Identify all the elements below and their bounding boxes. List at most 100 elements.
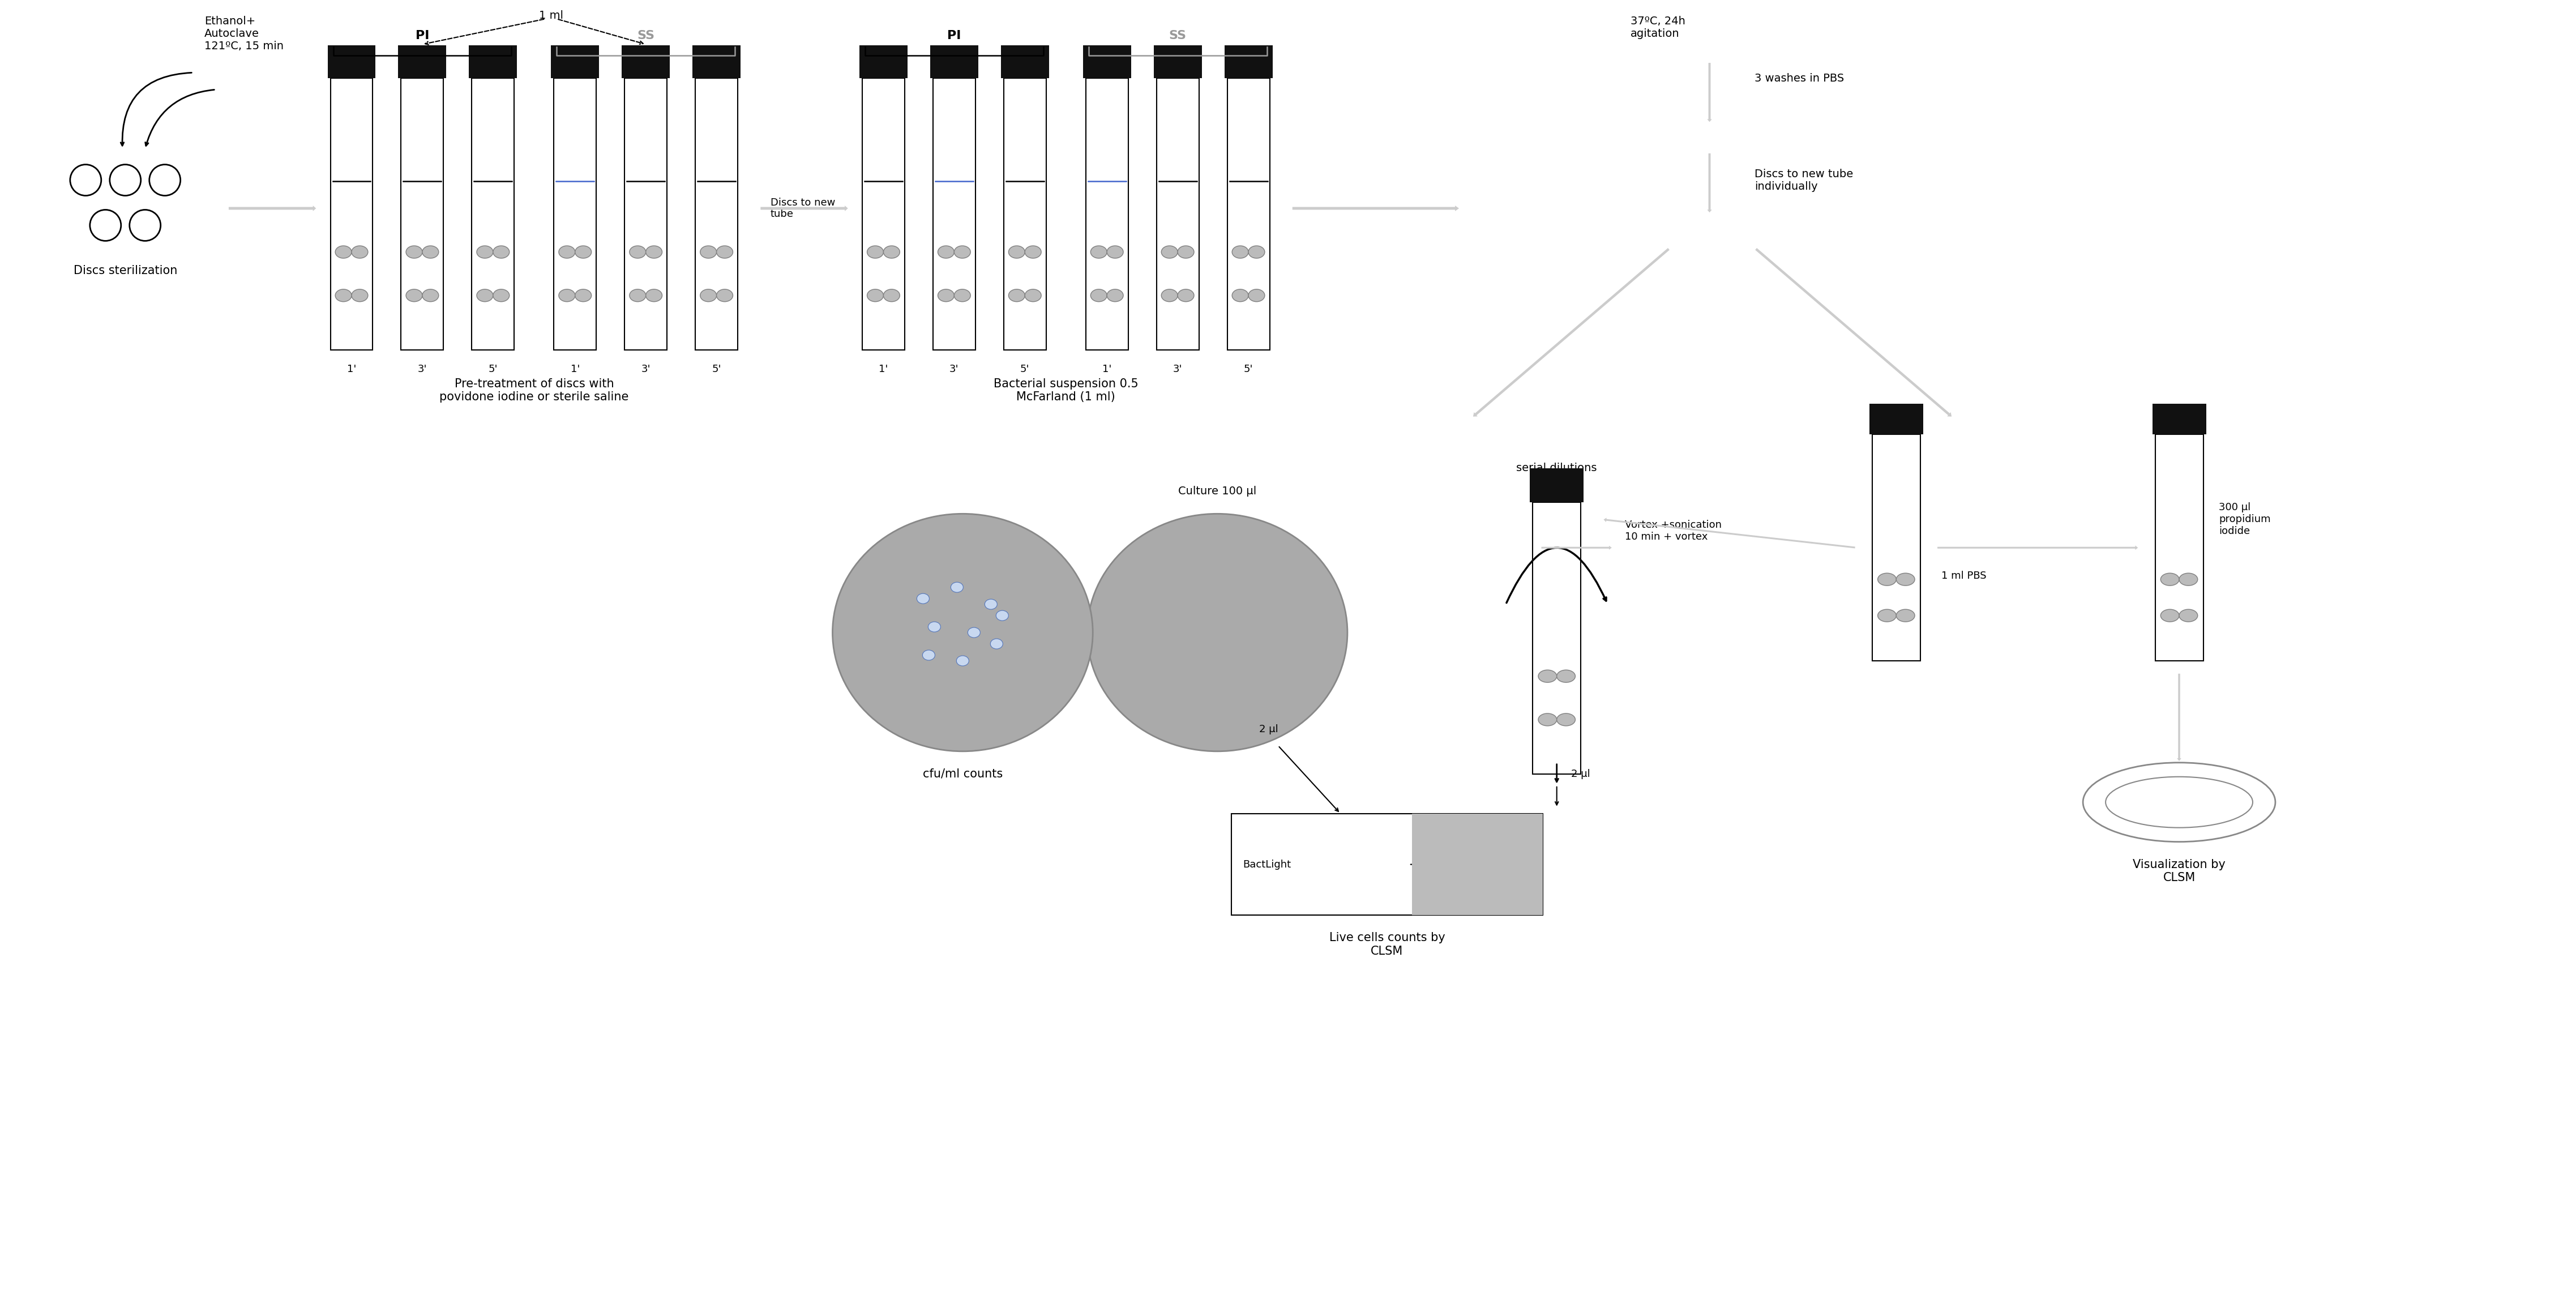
Ellipse shape — [1010, 245, 1025, 258]
Bar — [1005, 79, 1046, 350]
Bar — [863, 79, 904, 350]
Bar — [469, 46, 518, 79]
Text: 1': 1' — [348, 363, 355, 374]
Bar — [471, 79, 515, 350]
Text: SS: SS — [1170, 30, 1188, 42]
Text: 1': 1' — [878, 363, 889, 374]
Text: 5': 5' — [1244, 363, 1252, 374]
Bar — [1530, 468, 1584, 502]
Ellipse shape — [1177, 245, 1195, 258]
Text: 3': 3' — [1172, 363, 1182, 374]
Ellipse shape — [1162, 245, 1177, 258]
Text: 3': 3' — [641, 363, 652, 374]
Ellipse shape — [1177, 289, 1195, 302]
Bar — [330, 79, 374, 350]
Ellipse shape — [1878, 609, 1896, 622]
Ellipse shape — [422, 289, 438, 302]
Ellipse shape — [559, 289, 574, 302]
Ellipse shape — [969, 627, 981, 638]
Text: Discs sterilization: Discs sterilization — [72, 265, 178, 277]
Text: Bacterial suspension 0.5
McFarland (1 ml): Bacterial suspension 0.5 McFarland (1 ml… — [994, 378, 1139, 403]
Ellipse shape — [927, 622, 940, 632]
Ellipse shape — [111, 164, 142, 195]
Ellipse shape — [647, 289, 662, 302]
Text: cfu/ml counts: cfu/ml counts — [922, 769, 1002, 779]
Ellipse shape — [1556, 670, 1577, 682]
Text: SS: SS — [636, 30, 654, 42]
Text: PI: PI — [415, 30, 430, 42]
Ellipse shape — [1249, 245, 1265, 258]
Text: PI: PI — [948, 30, 961, 42]
Bar — [554, 79, 595, 350]
Ellipse shape — [701, 289, 716, 302]
Ellipse shape — [1538, 670, 1556, 682]
Bar — [930, 46, 979, 79]
Text: 2 µl: 2 µl — [1260, 724, 1278, 735]
Ellipse shape — [716, 289, 732, 302]
Ellipse shape — [335, 289, 350, 302]
Ellipse shape — [1090, 245, 1108, 258]
Ellipse shape — [574, 289, 592, 302]
Ellipse shape — [1090, 289, 1108, 302]
Ellipse shape — [1249, 289, 1265, 302]
Text: 300 µl
propidium
iodide: 300 µl propidium iodide — [2218, 502, 2269, 537]
Text: 3': 3' — [417, 363, 428, 374]
Ellipse shape — [407, 289, 422, 302]
Ellipse shape — [2161, 609, 2179, 622]
Bar — [623, 79, 667, 350]
Text: 37ºC, 24h: 37ºC, 24h — [994, 655, 1046, 665]
Ellipse shape — [1025, 289, 1041, 302]
Text: 1': 1' — [1103, 363, 1113, 374]
Text: 5': 5' — [489, 363, 497, 374]
Text: Culture 100 µl: Culture 100 µl — [1177, 485, 1257, 497]
Ellipse shape — [938, 245, 953, 258]
Ellipse shape — [884, 289, 899, 302]
Ellipse shape — [647, 245, 662, 258]
Ellipse shape — [1087, 514, 1347, 752]
Ellipse shape — [149, 164, 180, 195]
Bar — [933, 79, 976, 350]
Bar — [1082, 46, 1131, 79]
Text: 37ºC, 24h
agitation: 37ºC, 24h agitation — [1631, 16, 1685, 39]
Bar — [693, 46, 739, 79]
Bar — [1224, 46, 1273, 79]
Ellipse shape — [559, 245, 574, 258]
Text: Discs to new
tube: Discs to new tube — [770, 197, 835, 219]
Ellipse shape — [629, 289, 647, 302]
Bar — [551, 46, 600, 79]
Ellipse shape — [574, 245, 592, 258]
Text: BactLight: BactLight — [1242, 859, 1291, 870]
Ellipse shape — [335, 245, 350, 258]
Ellipse shape — [1108, 289, 1123, 302]
Text: Live cells counts by
CLSM: Live cells counts by CLSM — [1329, 933, 1445, 956]
Bar — [402, 79, 443, 350]
Bar — [696, 79, 737, 350]
Bar — [1533, 502, 1582, 774]
Ellipse shape — [407, 245, 422, 258]
Ellipse shape — [956, 656, 969, 666]
Text: 2 µl: 2 µl — [1571, 769, 1589, 779]
Ellipse shape — [2179, 573, 2197, 585]
Ellipse shape — [922, 649, 935, 660]
Text: Ethanol+
Autoclave
121ºC, 15 min: Ethanol+ Autoclave 121ºC, 15 min — [204, 16, 283, 51]
Bar — [327, 46, 376, 79]
Text: 1 ml: 1 ml — [538, 10, 564, 21]
Ellipse shape — [938, 289, 953, 302]
Ellipse shape — [350, 245, 368, 258]
Ellipse shape — [917, 593, 930, 604]
Text: 5': 5' — [1020, 363, 1030, 374]
Ellipse shape — [2105, 777, 2251, 828]
Ellipse shape — [422, 245, 438, 258]
Ellipse shape — [701, 245, 716, 258]
Ellipse shape — [997, 610, 1007, 621]
Ellipse shape — [884, 245, 899, 258]
Ellipse shape — [477, 289, 492, 302]
Ellipse shape — [1538, 714, 1556, 726]
Ellipse shape — [989, 639, 1002, 649]
Bar — [1231, 813, 1543, 916]
Ellipse shape — [129, 210, 160, 241]
Ellipse shape — [1896, 609, 1914, 622]
Text: 3 washes in PBS: 3 washes in PBS — [1754, 73, 1844, 84]
Ellipse shape — [1231, 289, 1249, 302]
Ellipse shape — [90, 210, 121, 241]
